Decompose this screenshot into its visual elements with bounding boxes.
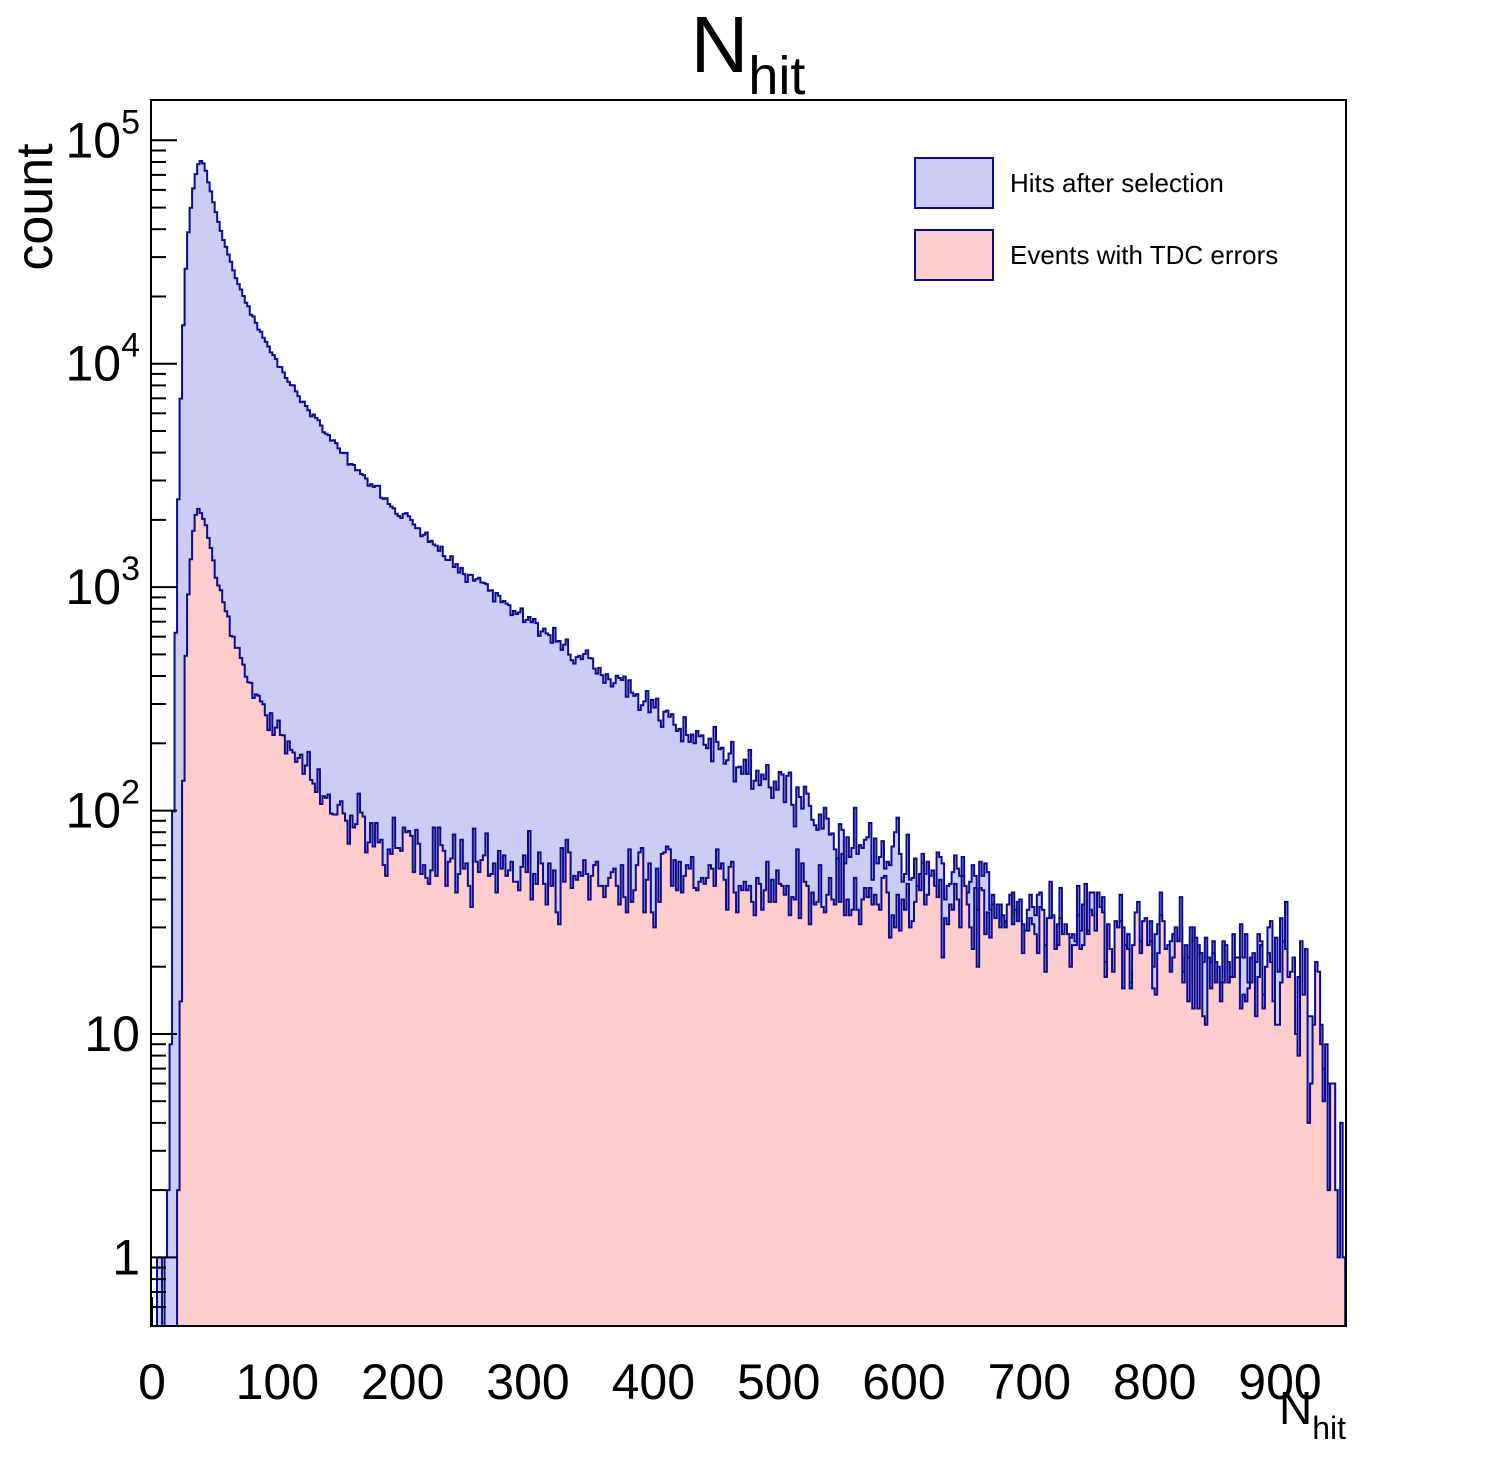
x-tick-label: 300 [486, 1354, 569, 1410]
histogram-series [152, 160, 1346, 1326]
x-tick-label: 700 [988, 1354, 1071, 1410]
x-axis-title-main: N [1279, 1382, 1312, 1434]
x-tick-label: 100 [236, 1354, 319, 1410]
x-tick-label: 500 [737, 1354, 820, 1410]
y-tick-label: 105 [65, 103, 140, 168]
x-axis-title: Nhit [1279, 1382, 1346, 1446]
x-axis-title-subscript: hit [1312, 1410, 1346, 1446]
y-axis-ticks [151, 139, 177, 1308]
y-tick-label: 104 [65, 327, 140, 392]
histogram-outline-events-with-tdc-errors [152, 507, 1346, 1326]
x-tick-label: 800 [1113, 1354, 1196, 1410]
x-axis-tick-labels: 0 100 200 300 400 500 600 700 800 900 [138, 1354, 1322, 1410]
x-tick-label: 600 [862, 1354, 945, 1410]
y-axis-tick-labels: 1 10 102 103 104 105 [65, 103, 140, 1285]
y-tick-label: 102 [65, 774, 140, 839]
legend-label-hits-after-selection: Hits after selection [1010, 168, 1224, 198]
x-tick-label: 900 [1238, 1354, 1321, 1410]
plot-title: Nhit [691, 0, 806, 106]
legend: Hits after selection Events with TDC err… [914, 157, 1278, 281]
legend-swatch-events-with-tdc-errors [914, 229, 994, 281]
x-tick-label: 0 [138, 1354, 166, 1410]
y-tick-label: 103 [65, 550, 140, 615]
x-tick-label: 400 [612, 1354, 695, 1410]
plot-title-subscript: hit [748, 46, 805, 106]
y-tick-label: 1 [112, 1229, 140, 1285]
histogram-fill-events-with-tdc-errors [152, 508, 1346, 1326]
legend-label-events-with-tdc-errors: Events with TDC errors [1010, 240, 1278, 270]
plot-title-main: N [691, 0, 749, 89]
y-axis-title: count [6, 143, 64, 271]
y-tick-label: 10 [84, 1006, 140, 1062]
legend-swatch-hits-after-selection [914, 157, 994, 209]
plot-frame [150, 99, 1347, 1327]
x-tick-label: 200 [361, 1354, 444, 1410]
